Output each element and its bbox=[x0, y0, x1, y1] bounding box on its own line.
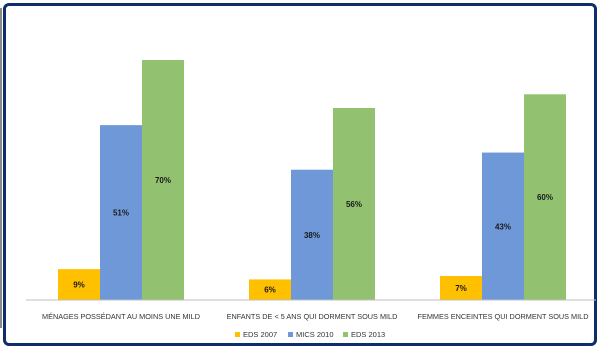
bar-mics-2010-cat2 bbox=[291, 169, 333, 300]
legend-swatch-mics-2010 bbox=[288, 332, 293, 337]
legend-swatch-eds-2013 bbox=[343, 332, 348, 337]
bar-mics-2010-cat3 bbox=[482, 152, 524, 300]
legend-label-mics-2010: MICS 2010 bbox=[296, 330, 334, 339]
category-label-1: MÉNAGES POSSÉDANT AU MOINS UNE MILD bbox=[42, 312, 200, 321]
bar-eds-2007-cat1 bbox=[58, 269, 100, 300]
data-label-eds-2007-cat2: 6% bbox=[264, 286, 276, 295]
left-edge-accent bbox=[0, 8, 2, 328]
bar-mics-2010-cat1 bbox=[100, 125, 142, 301]
data-label-mics-2010-cat1: 51% bbox=[113, 209, 129, 218]
data-label-mics-2010-cat3: 43% bbox=[495, 222, 511, 231]
data-label-eds-2013-cat1: 70% bbox=[155, 176, 171, 185]
bar-eds-2013-cat2 bbox=[333, 108, 375, 300]
legend-swatch-eds-2007 bbox=[235, 332, 240, 337]
data-label-mics-2010-cat2: 38% bbox=[304, 231, 320, 240]
legend-label-eds-2007: EDS 2007 bbox=[243, 330, 277, 339]
data-label-eds-2013-cat2: 56% bbox=[346, 200, 362, 209]
data-label-eds-2007-cat1: 9% bbox=[73, 281, 85, 290]
data-label-eds-2007-cat3: 7% bbox=[455, 284, 467, 293]
legend-label-eds-2013: EDS 2013 bbox=[351, 330, 385, 339]
bar-eds-2013-cat3 bbox=[524, 94, 566, 301]
category-label-3: FEMMES ENCEINTES QUI DORMENT SOUS MILD bbox=[418, 312, 589, 321]
bar-eds-2013-cat1 bbox=[142, 60, 184, 300]
bar-eds-2007-cat2 bbox=[249, 279, 291, 300]
bar-eds-2007-cat3 bbox=[440, 276, 482, 300]
data-label-eds-2013-cat3: 60% bbox=[537, 193, 553, 202]
category-label-2: ENFANTS DE < 5 ANS QUI DORMENT SOUS MILD bbox=[227, 312, 398, 321]
